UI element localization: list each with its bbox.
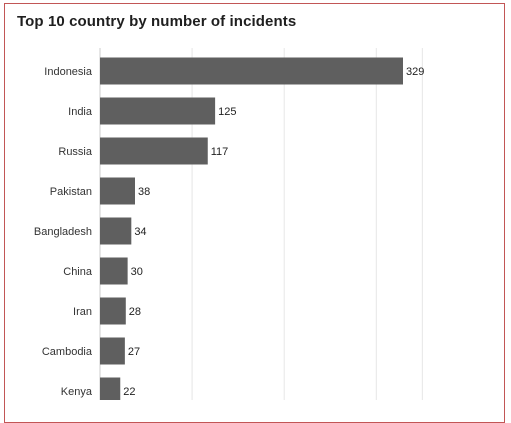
chart-title: Top 10 country by number of incidents	[17, 13, 297, 30]
value-label: 28	[129, 306, 141, 318]
value-label: 27	[128, 346, 140, 358]
bar-chart: Indonesia 329 India 125 Russia 117 Pakistan 38 B…	[34, 48, 424, 400]
bar	[100, 97, 216, 125]
value-label: 117	[211, 146, 229, 158]
bar	[100, 297, 126, 325]
category-label: China	[63, 266, 93, 278]
value-label: 30	[131, 266, 143, 278]
value-label: 22	[123, 386, 135, 398]
category-label: Indonesia	[44, 66, 93, 78]
value-label: 38	[138, 186, 150, 198]
bar	[100, 177, 135, 205]
value-label: 125	[218, 106, 236, 118]
value-label: 329	[406, 66, 424, 78]
bar	[100, 217, 132, 245]
category-label: Russia	[58, 146, 93, 158]
bar	[100, 137, 208, 165]
bar	[100, 377, 121, 400]
category-label: Pakistan	[50, 186, 92, 198]
category-label: India	[68, 106, 93, 118]
bar	[100, 57, 403, 85]
category-label: Bangladesh	[34, 226, 92, 238]
value-label: 34	[134, 226, 146, 238]
bar	[100, 337, 125, 365]
category-label: Iran	[73, 306, 92, 318]
category-label: Cambodia	[42, 346, 93, 358]
bar	[100, 257, 128, 285]
category-label: Kenya	[61, 386, 93, 398]
